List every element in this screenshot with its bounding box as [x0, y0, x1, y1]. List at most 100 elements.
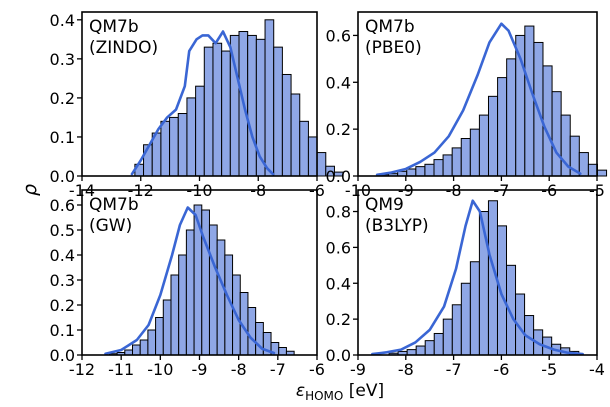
histogram-bar	[551, 91, 562, 177]
x-tick-label: -7	[270, 360, 286, 379]
histogram-bar	[216, 239, 226, 356]
histogram-bar	[433, 332, 444, 356]
histogram-bar	[185, 229, 195, 356]
x-tick-label: -11	[108, 360, 134, 379]
histogram-bar	[506, 58, 517, 177]
panel-label-method: (B3LYP)	[365, 216, 429, 236]
y-tick-label: 0.5	[50, 221, 75, 240]
histogram-bar	[460, 282, 471, 356]
panel-label-method: (GW)	[89, 216, 132, 236]
histogram-bar	[442, 318, 453, 356]
histogram-bar	[281, 73, 292, 177]
y-tick-label: 0.3	[50, 271, 75, 290]
x-tick-label: -9	[350, 360, 366, 379]
histogram-bar	[186, 97, 197, 177]
histogram-bar	[247, 34, 257, 177]
x-tick-label: -8	[231, 360, 247, 379]
histogram-bar	[451, 147, 462, 177]
histogram-bar	[469, 261, 480, 356]
x-tick-label: -7	[446, 360, 462, 379]
panel-label-dataset: QM7b	[365, 17, 415, 37]
histogram-bar	[278, 347, 287, 356]
panel-label-dataset: QM7b	[89, 17, 139, 37]
panels: -14 -12 -10 -8 -60.00.10.20.30.4 QM7b(ZINDO)-…	[50, 11, 608, 379]
histogram-bar	[264, 19, 275, 177]
histogram-bar	[406, 349, 417, 356]
histogram-bar	[160, 120, 171, 177]
histogram-bar	[162, 299, 172, 356]
histogram-bar	[469, 128, 480, 177]
x-tick-label: -10	[147, 360, 173, 379]
y-tick-label: 0.6	[50, 196, 75, 215]
plot-frame	[357, 189, 598, 356]
x-axis-label-subscript: HOMO	[305, 389, 343, 403]
histogram-bar	[478, 114, 489, 177]
x-axis-label-unit: [eV]	[343, 381, 384, 401]
x-tick-label: -6	[309, 360, 325, 379]
histogram-bar	[195, 85, 205, 177]
y-tick-label: 0.4	[50, 11, 75, 30]
y-tick-label: 0.6	[326, 26, 351, 45]
histogram-bar	[596, 169, 608, 177]
histogram-bar	[177, 113, 188, 177]
histogram-bar	[221, 50, 231, 177]
plot-frame	[357, 11, 598, 177]
histogram-bar	[333, 171, 344, 177]
kde-curve	[130, 30, 275, 176]
panel-2: -10 -9 -8 -7 -6 -50.00.20.40.6 QM7b(PBE0)	[326, 11, 608, 200]
y-tick-label: 0.1	[50, 321, 75, 340]
x-tick-label: -4	[589, 360, 605, 379]
histogram-bar	[325, 165, 335, 177]
panel-3: -12 -11 -10 -9 -8 -7 -6 0.0 0.1 0.2 0.3 0.4 0.5 0.6 QM…	[50, 189, 325, 379]
x-axis-label: εHOMO [eV]	[296, 381, 384, 403]
histogram-bar	[155, 317, 164, 356]
x-tick-label: -9	[192, 360, 208, 379]
histogram-bar	[273, 46, 283, 177]
histogram-bar	[415, 166, 426, 177]
histogram-bar	[203, 46, 214, 177]
y-tick-label: 0.1	[50, 128, 75, 147]
x-tick-label: -12	[69, 360, 95, 379]
y-tick-label: 0.2	[326, 310, 351, 329]
histogram-bar	[178, 254, 187, 356]
panel-label-dataset: QM7b	[89, 195, 139, 215]
y-tick-label: 0.0	[50, 346, 75, 365]
panel-4: -9 -8 -7 -6 -5 -4 0.0 0.2 0.4 0.6 0.8 QM9(B3LYP)	[326, 189, 605, 379]
histogram-bar	[415, 345, 426, 356]
panel-label-method: (ZINDO)	[89, 38, 158, 58]
y-tick-label: 0.0	[326, 346, 351, 365]
kde-curve	[371, 199, 584, 356]
histogram-bar	[316, 152, 327, 177]
histogram-bar	[424, 163, 435, 177]
y-tick-label: 0.3	[50, 50, 75, 69]
y-tick-label: 0.4	[50, 246, 75, 265]
histogram-bar	[496, 225, 508, 356]
y-tick-label: 0.2	[50, 89, 75, 108]
kde-curve	[104, 206, 276, 356]
y-tick-label: 0.8	[326, 203, 351, 222]
histogram-bar	[433, 159, 444, 177]
histogram-bar	[208, 224, 218, 356]
histogram-bar	[139, 339, 149, 356]
histogram-bar	[212, 42, 223, 177]
histogram-bar	[307, 136, 318, 177]
y-tick-label: 0.4	[326, 73, 351, 92]
histogram-bar	[587, 163, 598, 177]
histogram-bar	[442, 154, 453, 177]
histogram-bar	[299, 120, 309, 177]
histogram-bar	[497, 77, 508, 177]
y-tick-label: 0.0	[326, 167, 351, 186]
y-tick-label: 0.0	[50, 167, 75, 186]
y-tick-label: 0.2	[326, 120, 351, 139]
x-tick-label: -5	[541, 360, 557, 379]
histogram-bar	[524, 25, 535, 177]
kde-curve	[375, 22, 582, 177]
y-tick-label: 0.4	[326, 274, 351, 293]
histogram-bar	[147, 329, 157, 356]
histogram-bar	[542, 65, 553, 177]
panel-label-method: (PBE0)	[365, 38, 422, 58]
histogram-bar	[460, 138, 471, 177]
histogram-bar	[406, 168, 417, 177]
y-tick-label: 0.6	[326, 238, 351, 257]
